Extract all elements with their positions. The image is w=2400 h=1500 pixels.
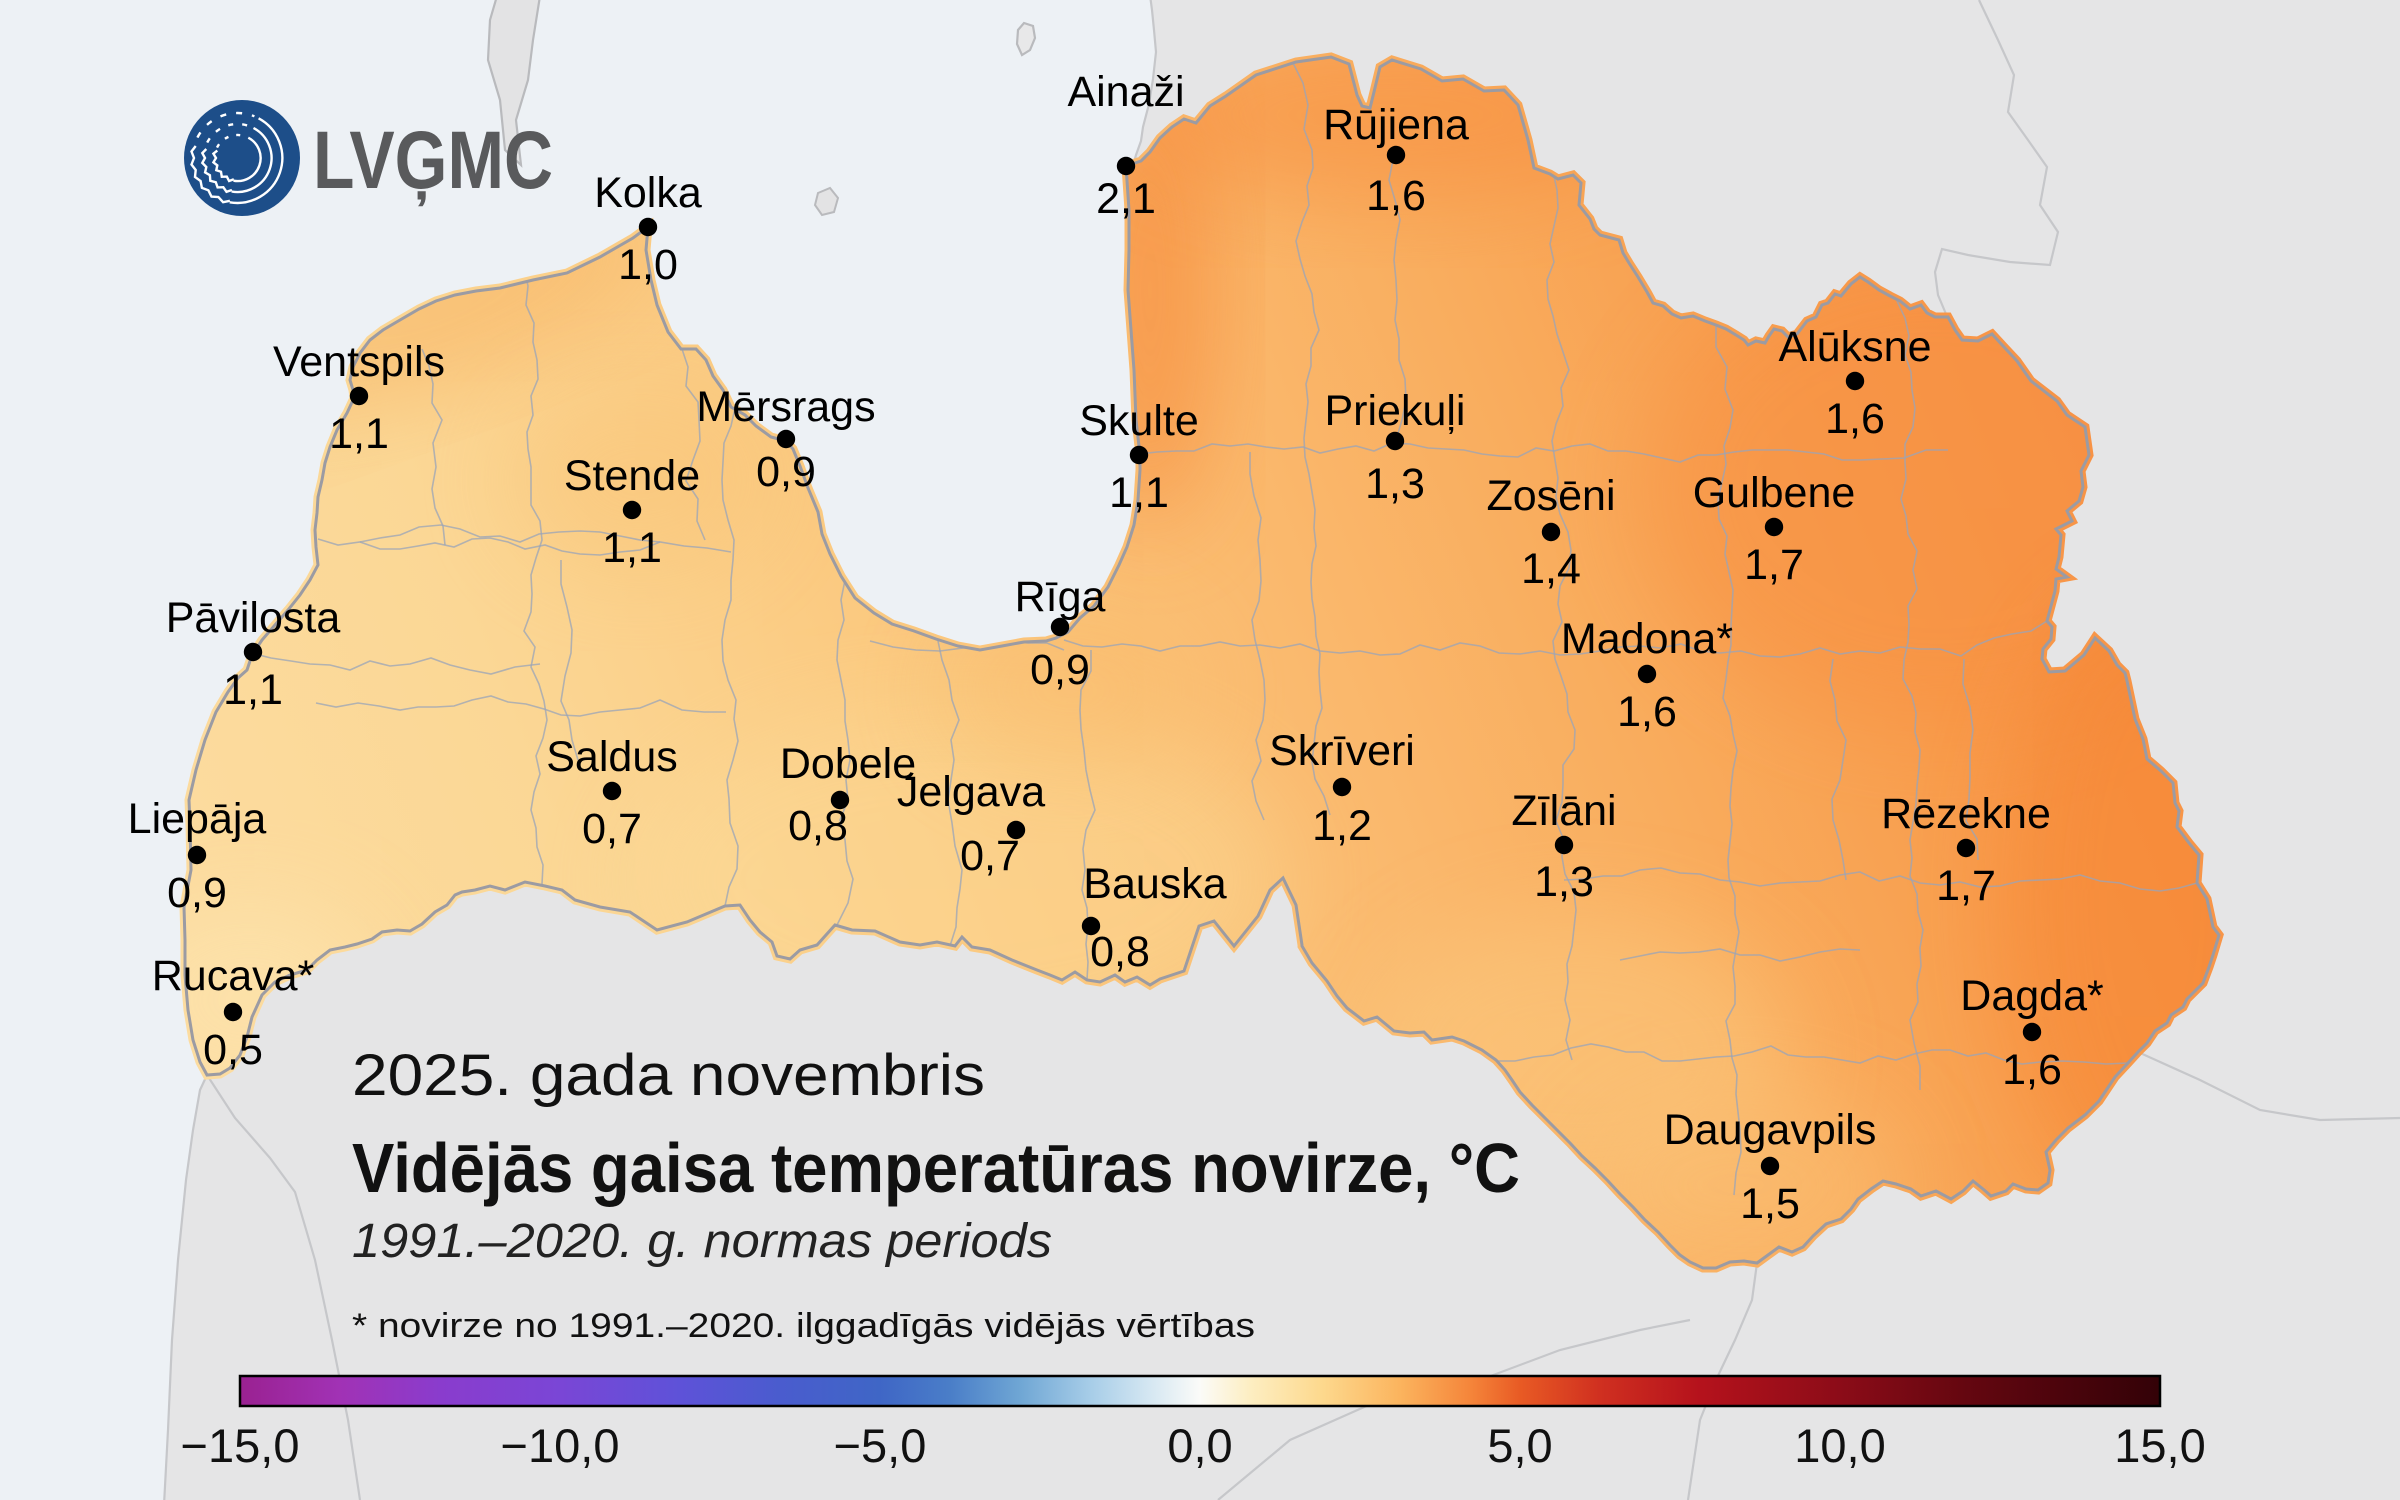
svg-text:0,5: 0,5 bbox=[203, 1026, 263, 1074]
svg-text:1991.–2020. g. normas periods: 1991.–2020. g. normas periods bbox=[352, 1215, 1052, 1268]
svg-text:1,6: 1,6 bbox=[2002, 1046, 2062, 1094]
svg-text:1,6: 1,6 bbox=[1366, 172, 1426, 220]
svg-text:0,7: 0,7 bbox=[582, 805, 642, 853]
svg-text:1,3: 1,3 bbox=[1365, 460, 1425, 508]
svg-text:−5,0: −5,0 bbox=[834, 1419, 927, 1472]
svg-text:0,8: 0,8 bbox=[1090, 928, 1150, 976]
svg-text:0,7: 0,7 bbox=[960, 832, 1020, 880]
svg-text:Bauska: Bauska bbox=[1083, 860, 1227, 908]
svg-text:LVĢMC: LVĢMC bbox=[313, 115, 553, 206]
svg-text:0,9: 0,9 bbox=[167, 869, 227, 917]
svg-text:10,0: 10,0 bbox=[1794, 1419, 1885, 1472]
svg-text:1,1: 1,1 bbox=[223, 666, 283, 714]
svg-text:1,5: 1,5 bbox=[1740, 1180, 1800, 1228]
svg-text:5,0: 5,0 bbox=[1487, 1419, 1552, 1472]
svg-text:Liepāja: Liepāja bbox=[128, 795, 267, 843]
svg-text:Skulte: Skulte bbox=[1079, 397, 1199, 445]
svg-text:0,8: 0,8 bbox=[788, 802, 848, 850]
svg-text:Alūksne: Alūksne bbox=[1779, 323, 1932, 371]
svg-text:Pāvilosta: Pāvilosta bbox=[166, 594, 341, 642]
svg-text:Mērsrags: Mērsrags bbox=[696, 383, 875, 431]
svg-text:Jelgava: Jelgava bbox=[897, 768, 1045, 816]
svg-text:1,2: 1,2 bbox=[1312, 802, 1372, 850]
svg-text:Priekuļi: Priekuļi bbox=[1325, 387, 1466, 435]
svg-text:0,9: 0,9 bbox=[756, 448, 816, 496]
svg-text:Stende: Stende bbox=[564, 452, 700, 500]
svg-text:Ainaži: Ainaži bbox=[1067, 68, 1184, 116]
svg-text:0,0: 0,0 bbox=[1167, 1419, 1232, 1472]
svg-text:2025. gada novembris: 2025. gada novembris bbox=[352, 1043, 985, 1108]
svg-text:Skrīveri: Skrīveri bbox=[1269, 727, 1415, 775]
svg-text:0,9: 0,9 bbox=[1030, 646, 1090, 694]
svg-text:1,7: 1,7 bbox=[1936, 862, 1996, 910]
svg-text:Kolka: Kolka bbox=[594, 169, 702, 217]
svg-text:Zosēni: Zosēni bbox=[1486, 472, 1615, 520]
svg-text:* novirze no 1991.–2020. ilgga: * novirze no 1991.–2020. ilggadīgās vidē… bbox=[352, 1307, 1255, 1345]
svg-text:1,3: 1,3 bbox=[1534, 858, 1594, 906]
svg-text:Saldus: Saldus bbox=[546, 733, 677, 781]
svg-text:Rēzekne: Rēzekne bbox=[1881, 790, 2051, 838]
svg-text:−15,0: −15,0 bbox=[181, 1419, 300, 1472]
svg-text:Rucava*: Rucava* bbox=[152, 952, 315, 1000]
svg-text:1,0: 1,0 bbox=[618, 241, 678, 289]
svg-text:15,0: 15,0 bbox=[2114, 1419, 2205, 1472]
svg-text:Ventspils: Ventspils bbox=[273, 338, 445, 386]
svg-text:1,7: 1,7 bbox=[1744, 541, 1804, 589]
svg-text:1,6: 1,6 bbox=[1825, 395, 1885, 443]
svg-text:Rūjiena: Rūjiena bbox=[1323, 101, 1469, 149]
svg-text:Daugavpils: Daugavpils bbox=[1664, 1106, 1877, 1154]
svg-text:Gulbene: Gulbene bbox=[1693, 469, 1856, 517]
svg-text:1,1: 1,1 bbox=[602, 524, 662, 572]
svg-text:1,6: 1,6 bbox=[1617, 688, 1677, 736]
svg-text:Madona*: Madona* bbox=[1561, 615, 1733, 663]
svg-text:1,1: 1,1 bbox=[1109, 469, 1169, 517]
svg-text:Zīlāni: Zīlāni bbox=[1511, 787, 1616, 835]
svg-text:Dagda*: Dagda* bbox=[1960, 972, 2104, 1020]
svg-text:1,1: 1,1 bbox=[329, 410, 389, 458]
svg-text:Vidējās gaisa temperatūras nov: Vidējās gaisa temperatūras novirze, °C bbox=[352, 1129, 1520, 1207]
svg-text:Dobele: Dobele bbox=[780, 740, 916, 788]
svg-text:2,1: 2,1 bbox=[1096, 175, 1156, 223]
svg-text:1,4: 1,4 bbox=[1521, 545, 1581, 593]
svg-text:Rīga: Rīga bbox=[1015, 573, 1106, 621]
svg-text:−10,0: −10,0 bbox=[501, 1419, 620, 1472]
